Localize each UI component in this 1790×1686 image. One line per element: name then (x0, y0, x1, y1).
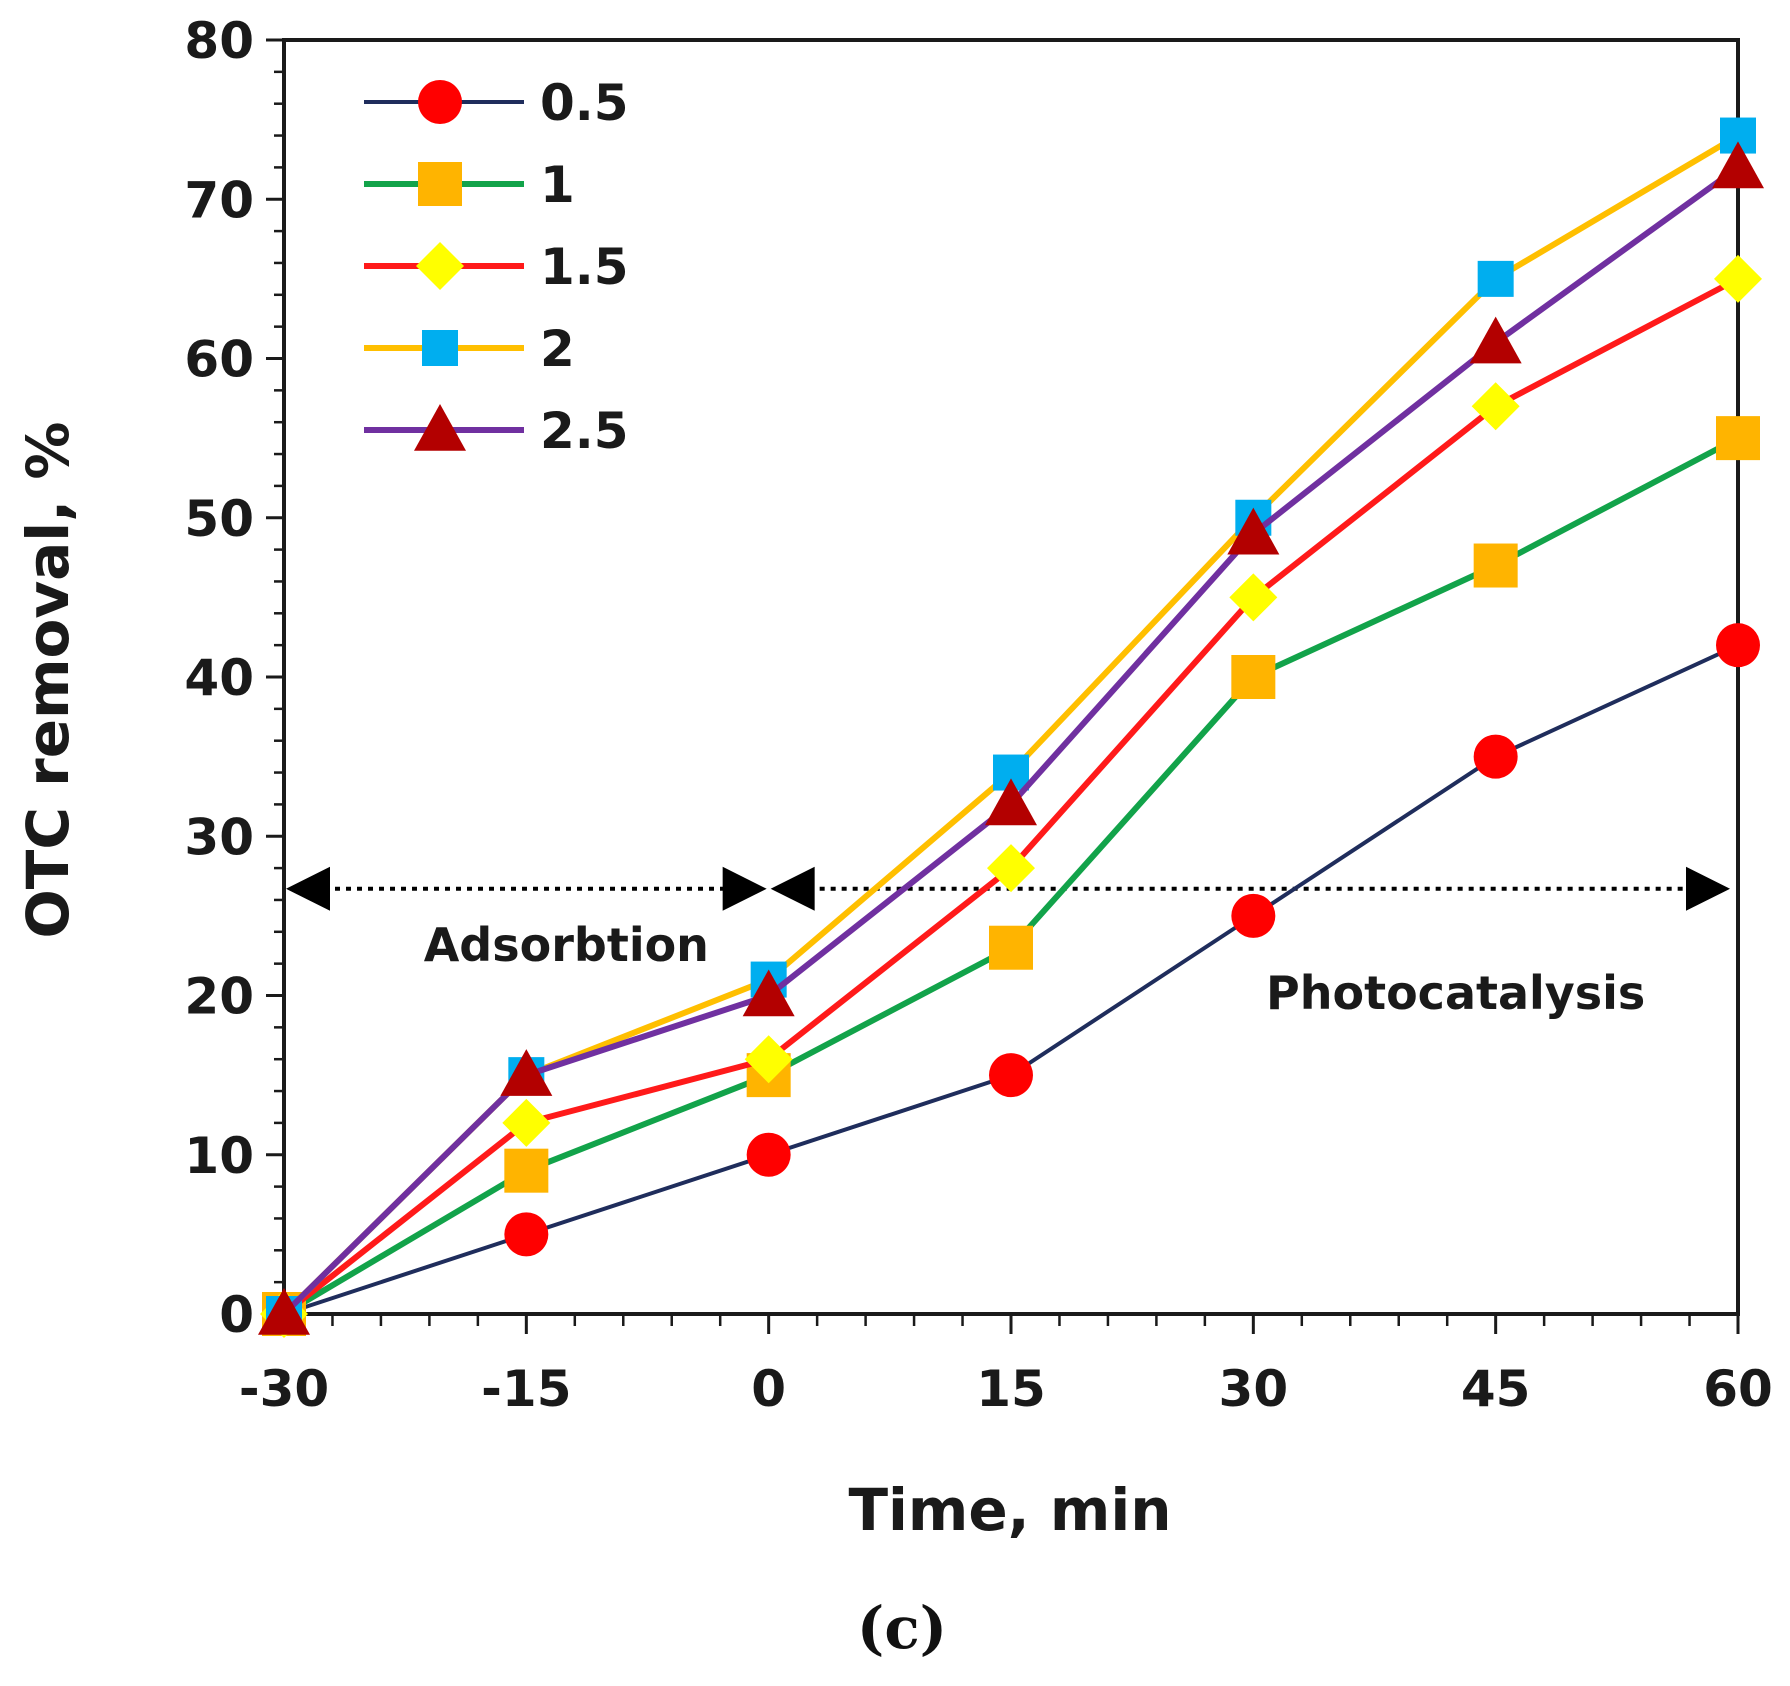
y-axis-title: OTC removal, % (14, 421, 82, 938)
annotation-photocatalysis: Photocatalysis (1266, 966, 1645, 1020)
series-group (258, 117, 1764, 1338)
y-tick-label: 70 (184, 171, 254, 229)
x-tick-label: -15 (481, 1360, 571, 1418)
y-tick-label: 20 (184, 968, 254, 1026)
adsorption-arrow-left (286, 866, 330, 911)
y-tick-label: 60 (184, 331, 254, 389)
series-line-2 (281, 132, 1740, 1317)
data-point (1227, 507, 1280, 555)
data-point (1471, 382, 1520, 431)
x-tick-label: 0 (751, 1360, 786, 1418)
y-tick-label: 10 (184, 1127, 254, 1185)
legend-item-1: 1 (364, 156, 575, 214)
series-2.5 (258, 141, 1764, 1335)
legend-item-2.5: 2.5 (364, 402, 629, 460)
legend-label: 2.5 (540, 402, 629, 460)
data-point (1714, 254, 1762, 303)
legend-item-1.5: 1.5 (364, 238, 629, 296)
data-point (989, 925, 1033, 970)
y-tick-label: 30 (184, 808, 254, 866)
data-point (989, 1053, 1033, 1098)
data-point (746, 1132, 791, 1177)
data-point (1473, 734, 1518, 779)
data-point (1473, 543, 1518, 588)
plot-border (282, 38, 1740, 1316)
data-point (1716, 623, 1760, 668)
data-point (1231, 893, 1276, 938)
data-point (987, 844, 1035, 893)
y-tick-label: 50 (184, 490, 254, 548)
legend-marker (416, 242, 464, 290)
data-point (1477, 260, 1514, 297)
legend-marker (418, 80, 462, 124)
data-point (1712, 141, 1764, 189)
legend-label: 1.5 (540, 238, 629, 296)
photocatalysis-arrow-left (770, 866, 815, 911)
x-tick-label: 30 (1219, 1360, 1289, 1418)
data-point (258, 1288, 310, 1335)
legend-label: 0.5 (540, 74, 629, 132)
adsorption-arrow-right (722, 866, 767, 911)
data-point (504, 1212, 549, 1257)
data-point (985, 778, 1037, 826)
photocatalysis-arrow-right (1686, 866, 1730, 911)
annotations: Adsorbtion Photocatalysis (286, 866, 1730, 1020)
panel-label: (c) (857, 1594, 947, 1662)
legend-item-2: 2 (364, 320, 575, 378)
axis-ticks (266, 38, 1740, 1334)
x-tick-label: 60 (1703, 1360, 1773, 1418)
plot-frame (282, 38, 1740, 1316)
data-point (1469, 316, 1522, 364)
tick-labels: 0 10 20 30 40 50 60 70 80 -30 -15 0 15 30 45 60 (184, 12, 1772, 1418)
annotation-adsorbtion: Adsorbtion (424, 918, 709, 972)
x-tick-label: 45 (1461, 1360, 1531, 1418)
data-point (1229, 573, 1278, 622)
data-point (500, 1049, 553, 1096)
data-point (1716, 416, 1760, 461)
legend-label: 2 (540, 320, 575, 378)
data-point (504, 1148, 549, 1193)
data-point (502, 1098, 551, 1147)
y-tick-label: 80 (184, 12, 254, 70)
y-tick-label: 40 (184, 649, 254, 707)
legend-marker (418, 162, 462, 206)
x-axis-title: Time, min (848, 1476, 1171, 1544)
data-point (1231, 655, 1276, 699)
legend-marker (422, 330, 458, 366)
legend-marker (414, 404, 466, 451)
data-point (744, 1035, 793, 1084)
data-point (742, 969, 795, 1017)
legend: 0.5 1 1.5 2 2.5 (364, 74, 629, 460)
legend-label: 1 (540, 156, 575, 214)
x-tick-label: -30 (239, 1360, 329, 1418)
x-tick-label: 15 (976, 1360, 1046, 1418)
legend-item-0.5: 0.5 (364, 74, 629, 132)
y-tick-label: 0 (219, 1286, 254, 1344)
